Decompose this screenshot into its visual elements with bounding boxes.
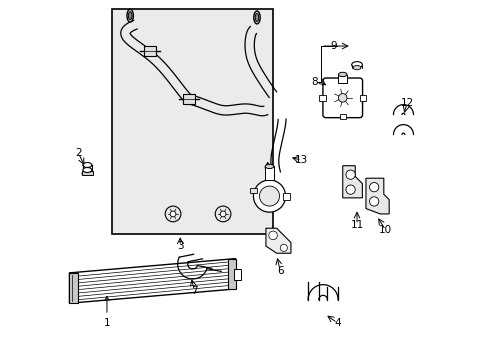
Bar	[319, 95, 325, 101]
Ellipse shape	[352, 66, 360, 70]
Polygon shape	[365, 178, 388, 214]
Polygon shape	[342, 166, 362, 198]
Ellipse shape	[255, 14, 258, 21]
Polygon shape	[69, 258, 235, 303]
Text: 7: 7	[191, 286, 198, 296]
Bar	[283, 193, 290, 200]
Ellipse shape	[338, 72, 346, 77]
Text: 13: 13	[294, 156, 307, 165]
Bar	[249, 188, 257, 193]
Text: 3: 3	[177, 241, 183, 251]
Circle shape	[345, 170, 354, 179]
Ellipse shape	[82, 172, 93, 175]
Circle shape	[215, 206, 230, 222]
Ellipse shape	[82, 162, 92, 167]
Bar	[144, 46, 155, 56]
Text: 11: 11	[350, 220, 363, 230]
Bar	[183, 94, 194, 104]
Polygon shape	[69, 273, 78, 303]
Circle shape	[165, 206, 181, 222]
Circle shape	[253, 180, 285, 212]
Circle shape	[369, 183, 378, 192]
Polygon shape	[265, 228, 290, 253]
Circle shape	[268, 231, 277, 240]
Circle shape	[220, 211, 225, 217]
Bar	[338, 75, 346, 83]
Ellipse shape	[253, 11, 260, 24]
Ellipse shape	[128, 12, 132, 19]
Ellipse shape	[264, 164, 273, 168]
Ellipse shape	[351, 62, 362, 68]
Text: 5: 5	[264, 164, 270, 174]
Bar	[112, 9, 272, 234]
Bar	[264, 166, 273, 180]
Text: 9: 9	[330, 41, 336, 51]
Text: 8: 8	[310, 77, 317, 87]
Bar	[234, 269, 240, 280]
Text: 12: 12	[400, 98, 413, 108]
Text: 4: 4	[333, 318, 340, 328]
Circle shape	[280, 244, 287, 251]
Text: 6: 6	[276, 266, 283, 276]
Text: 10: 10	[378, 225, 391, 235]
Ellipse shape	[82, 167, 92, 172]
Text: 1: 1	[103, 296, 110, 328]
Circle shape	[369, 197, 378, 206]
FancyBboxPatch shape	[322, 78, 362, 118]
Circle shape	[345, 185, 354, 194]
Polygon shape	[227, 258, 235, 289]
Bar	[359, 95, 366, 101]
Circle shape	[170, 211, 176, 217]
Text: 2: 2	[75, 148, 81, 158]
Ellipse shape	[127, 9, 133, 22]
Bar	[339, 114, 345, 119]
Bar	[82, 171, 93, 175]
Circle shape	[338, 94, 346, 102]
Circle shape	[259, 186, 279, 206]
